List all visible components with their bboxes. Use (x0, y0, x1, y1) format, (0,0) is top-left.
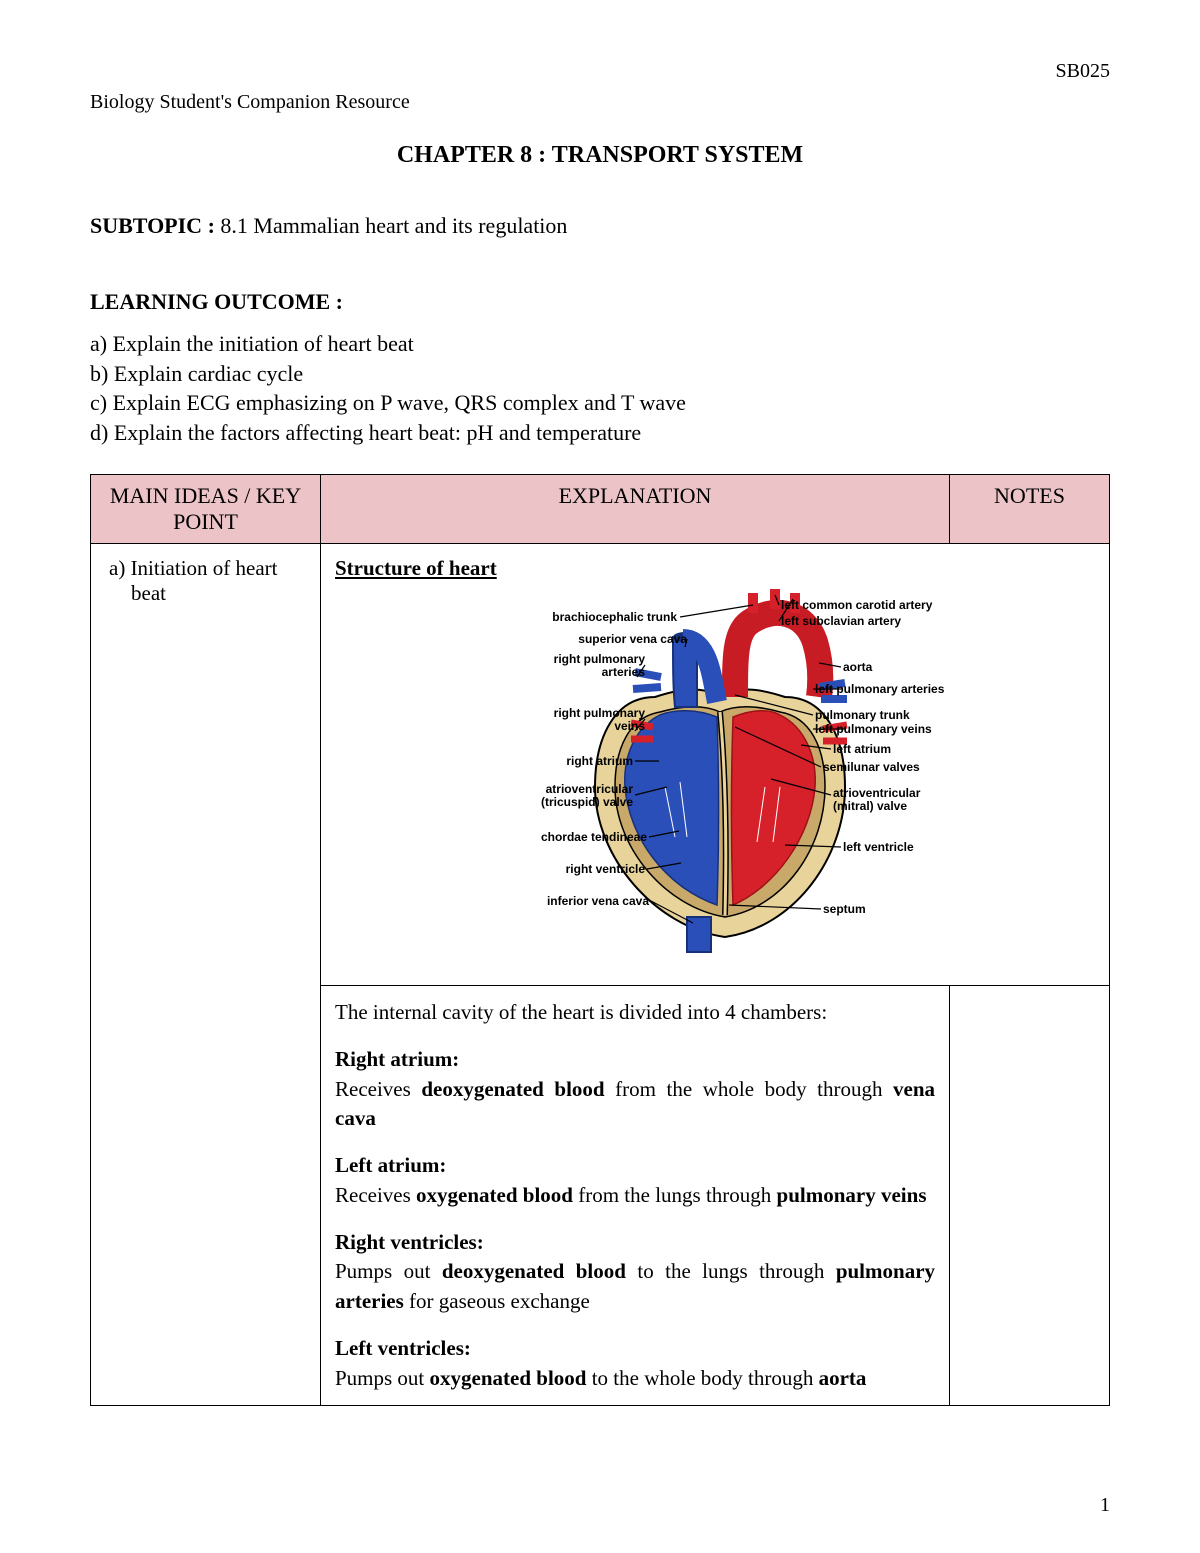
th-exp: EXPLANATION (321, 474, 950, 543)
chambers-text: The internal cavity of the heart is divi… (335, 998, 935, 1393)
outcome-b: b) Explain cardiac cycle (90, 359, 1110, 389)
table-header-row: MAIN IDEAS / KEYPOINT EXPLANATION NOTES (91, 474, 1110, 543)
cell-chambers: The internal cavity of the heart is divi… (321, 985, 950, 1405)
diagram-label: left atrium (833, 743, 891, 756)
outcome-c: c) Explain ECG emphasizing on P wave, QR… (90, 388, 1110, 418)
chambers-intro: The internal cavity of the heart is divi… (335, 998, 935, 1027)
subtopic-text: 8.1 Mammalian heart and its regulation (215, 213, 568, 238)
right-atrium: Right atrium: Receives deoxygenated bloo… (335, 1045, 935, 1133)
left-ventricle: Left ventricles: Pumps out oxygenated bl… (335, 1334, 935, 1393)
resource-header: Biology Student's Companion Resource (90, 91, 1110, 114)
diagram-label: left pulmonary arteries (815, 683, 944, 696)
diagram-label: septum (823, 903, 866, 916)
row-structure: a) Initiation of heart beat Structure of… (91, 543, 1110, 985)
diagram-label: right pulmonaryveins (554, 707, 645, 733)
diagram-label: left common carotid artery (781, 599, 932, 612)
heart-svg (435, 587, 995, 967)
diagram-label: inferior vena cava (547, 895, 649, 908)
th-notes: NOTES (950, 474, 1110, 543)
diagram-label: chordae tendineae (541, 831, 647, 844)
learning-outcomes: a) Explain the initiation of heart beat … (90, 329, 1110, 448)
diagram-label: semilunar valves (823, 761, 920, 774)
outcome-a: a) Explain the initiation of heart beat (90, 329, 1110, 359)
diagram-label: aorta (843, 661, 872, 674)
cell-structure: Structure of heart (321, 543, 1110, 985)
subtopic: SUBTOPIC : 8.1 Mammalian heart and its r… (90, 213, 1110, 239)
diagram-label: left ventricle (843, 841, 914, 854)
right-ventricle: Right ventricles: Pumps out deoxygenated… (335, 1228, 935, 1316)
diagram-label: brachiocephalic trunk (552, 611, 677, 624)
diagram-label: left pulmonary veins (815, 723, 932, 736)
chapter-title: CHAPTER 8 : TRANSPORT SYSTEM (90, 142, 1110, 169)
diagram-label: right atrium (566, 755, 633, 768)
left-atrium: Left atrium: Receives oxygenated blood f… (335, 1151, 935, 1210)
learning-outcome-label: LEARNING OUTCOME : (90, 289, 1110, 315)
diagram-label: atrioventricular(tricuspid) valve (541, 783, 633, 809)
page-number: 1 (1100, 1494, 1110, 1517)
diagram-label: right pulmonaryarteries (554, 653, 645, 679)
diagram-label: atrioventricular(mitral) valve (833, 787, 920, 813)
subtopic-label: SUBTOPIC : (90, 213, 215, 238)
diagram-label: superior vena cava (578, 633, 687, 646)
cell-keypoint: a) Initiation of heart beat (91, 543, 321, 1405)
cell-notes-empty (950, 985, 1110, 1405)
diagram-label: left subclavian artery (781, 615, 901, 628)
diagram-label: right ventricle (566, 863, 645, 876)
structure-title: Structure of heart (335, 556, 1095, 581)
heart-diagram: brachiocephalic trunk superior vena cava r… (435, 587, 995, 967)
page: SB025 Biology Student's Companion Resour… (0, 0, 1200, 1553)
doc-code: SB025 (90, 60, 1110, 83)
outcome-d: d) Explain the factors affecting heart b… (90, 418, 1110, 448)
th-key: MAIN IDEAS / KEYPOINT (91, 474, 321, 543)
diagram-label: pulmonary trunk (815, 709, 910, 722)
main-table: MAIN IDEAS / KEYPOINT EXPLANATION NOTES … (90, 474, 1110, 1406)
